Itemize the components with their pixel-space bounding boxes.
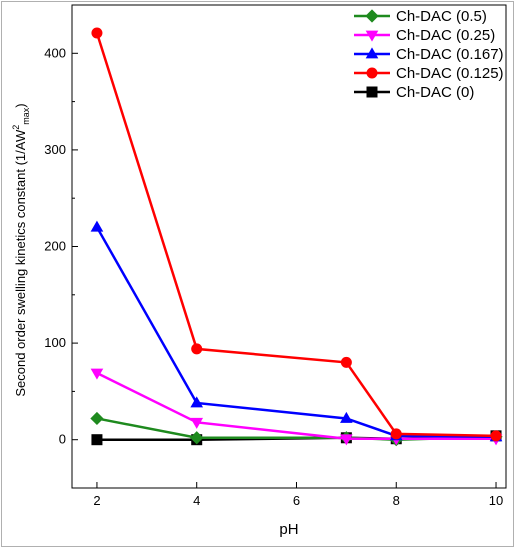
legend-item: Ch-DAC (0.5) xyxy=(354,8,487,25)
data-point xyxy=(91,27,103,39)
data-point xyxy=(340,356,352,368)
data-point xyxy=(340,434,353,446)
x-tick-label: 10 xyxy=(489,493,503,508)
y-tick-label: 300 xyxy=(44,142,66,157)
y-axis-title-main: Second order swelling kinetics constant … xyxy=(13,129,28,397)
series-3 xyxy=(91,27,502,442)
data-point xyxy=(190,431,204,445)
legend-label: Ch-DAC (0.5) xyxy=(396,8,487,25)
legend-label: Ch-DAC (0.167) xyxy=(396,46,504,63)
x-tick-label: 8 xyxy=(393,493,400,508)
y-tick-label: 400 xyxy=(44,45,66,60)
legend-marker xyxy=(366,86,378,98)
data-point xyxy=(191,343,203,355)
x-tick-label: 2 xyxy=(93,493,100,508)
y-axis-title: Second order swelling kinetics constant … xyxy=(11,103,31,396)
y-axis-title-sub: max xyxy=(21,107,31,125)
x-tick-label: 6 xyxy=(293,493,300,508)
legend-item: Ch-DAC (0.125) xyxy=(354,65,504,82)
legend-item: Ch-DAC (0.25) xyxy=(354,27,495,44)
x-axis-title: pH xyxy=(279,521,298,538)
legend-label: Ch-DAC (0.25) xyxy=(396,27,495,44)
legend-item: Ch-DAC (0.167) xyxy=(354,46,504,63)
data-point xyxy=(490,430,502,442)
data-point xyxy=(90,411,104,426)
legend-marker xyxy=(366,67,378,79)
y-tick-label: 100 xyxy=(44,335,66,350)
series-2 xyxy=(90,220,503,442)
y-axis-title-close: ) xyxy=(13,103,28,107)
series-0 xyxy=(90,411,503,447)
y-axis-title-sup: 2 xyxy=(11,125,21,130)
data-point xyxy=(390,428,402,440)
legend-marker xyxy=(365,47,379,59)
legend-marker xyxy=(365,9,379,23)
legend-marker xyxy=(365,30,379,42)
data-point xyxy=(90,220,104,232)
x-tick-label: 4 xyxy=(193,493,200,508)
data-point xyxy=(190,417,204,429)
legend: Ch-DAC (0.5) Ch-DAC (0.25) Ch-DAC (0.167) C… xyxy=(354,8,504,101)
data-point xyxy=(340,411,353,423)
y-tick-label: 200 xyxy=(44,239,66,254)
legend-label: Ch-DAC (0.125) xyxy=(396,65,504,82)
legend-label: Ch-DAC (0) xyxy=(396,84,474,101)
legend-item: Ch-DAC (0) xyxy=(354,84,474,101)
data-point xyxy=(190,396,204,408)
y-tick-label: 0 xyxy=(59,432,66,447)
series-line xyxy=(95,226,497,439)
data-point xyxy=(90,368,104,380)
series-layer xyxy=(90,27,503,447)
data-point xyxy=(91,434,103,446)
